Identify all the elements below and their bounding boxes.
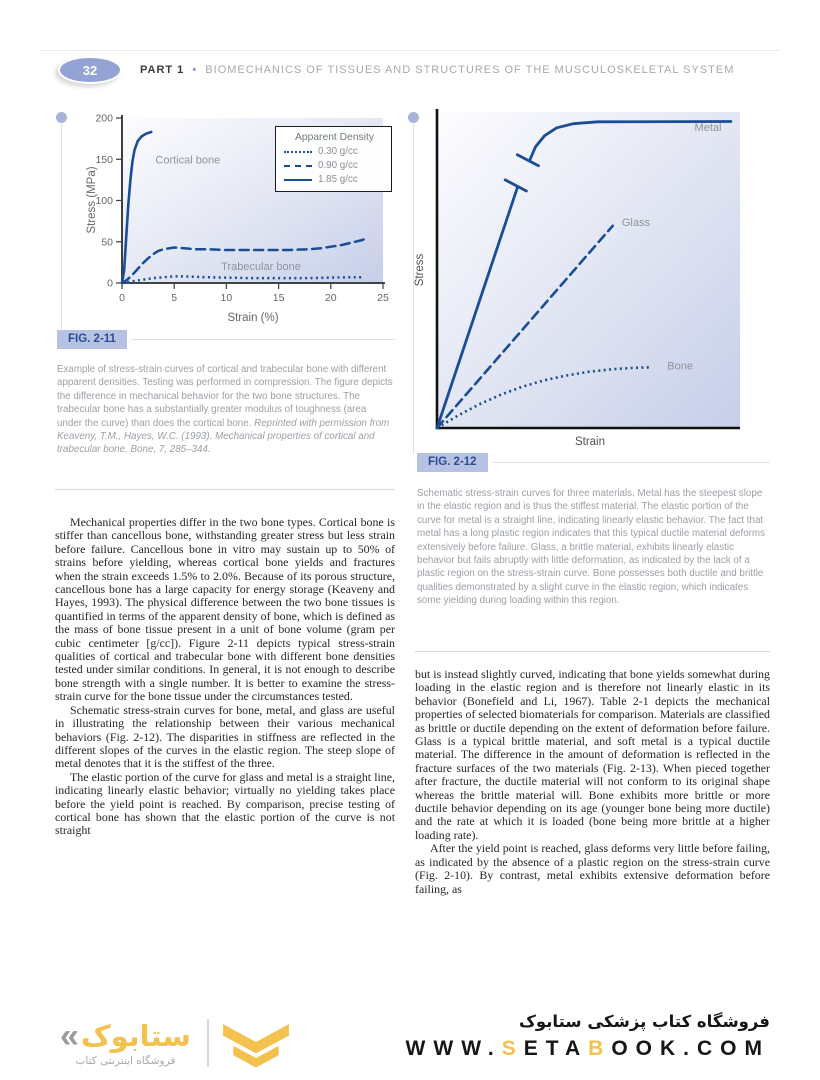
x-tick-label: 15: [273, 292, 285, 304]
paragraph: Mechanical properties differ in the two …: [55, 516, 395, 704]
badge-rule: [130, 339, 395, 340]
solid-line-swatch-icon: [284, 178, 312, 181]
curve-label: Glass: [622, 217, 651, 229]
fig-2-12-chart: Stress Strain Metal Glass Bone: [408, 105, 770, 453]
footer: « ستابوک فروشگاه اینترنتی کتاب فروشگاه ک…: [0, 1010, 820, 1080]
url-segment: WWW.: [405, 1037, 502, 1060]
y-tick-label: 150: [95, 154, 113, 166]
dashed-line-swatch-icon: [284, 164, 312, 167]
curve-label: Metal: [695, 122, 722, 134]
figure-marker-line: [413, 124, 414, 454]
caption-citation: Reprinted with permission from Keaveny, …: [57, 417, 390, 456]
guillemet-icon: «: [60, 1017, 79, 1055]
dotted-line-swatch-icon: [284, 150, 312, 153]
figure-marker-dot: [408, 112, 419, 123]
y-tick-label: 200: [95, 113, 113, 125]
figure-marker-dot: [56, 112, 67, 123]
legend-item: 0.30 g/cc: [284, 146, 385, 157]
caption-text: Example of stress-strain curves of corti…: [57, 364, 393, 429]
plot-background: [437, 112, 740, 428]
page-number: 32: [82, 62, 98, 78]
series-solid: [515, 153, 540, 168]
fig-2-12-caption: Schematic stress-strain curves for three…: [417, 487, 769, 608]
legend-label: 1.85 g/cc: [318, 174, 358, 185]
fig-2-11-caption: Example of stress-strain curves of corti…: [57, 363, 394, 457]
x-axis-label: Strain: [575, 436, 605, 448]
chevron-emblem-icon: [222, 1024, 289, 1068]
stress-strain-chart-materials: Stress Strain Metal Glass Bone: [414, 109, 740, 448]
stress-strain-chart-bone: Stress (MPa) Strain (%) 0 5 10 15 20 25 0 50 100…: [86, 113, 389, 325]
curve-label: Cortical bone: [155, 154, 220, 166]
legend-label: 0.90 g/cc: [318, 160, 358, 171]
logo-tagline: فروشگاه اینترنتی کتاب: [75, 1055, 176, 1067]
curve-label: Bone: [667, 361, 693, 373]
paragraph: After the yield point is reached, glass …: [415, 841, 770, 896]
legend-label: 0.30 g/cc: [318, 146, 358, 157]
series-solid: [528, 120, 733, 163]
y-tick-label: 100: [95, 195, 113, 207]
x-tick-label: 25: [377, 292, 389, 304]
column-rule: [415, 651, 770, 652]
figure-marker-line: [61, 124, 62, 336]
x-tick-label: 5: [171, 292, 177, 304]
body-column-left: Mechanical properties differ in the two …: [55, 516, 395, 1008]
figure-badge: FIG. 2-12: [417, 453, 488, 472]
series-solid: [435, 186, 519, 430]
paragraph: The elastic portion of the curve for gla…: [55, 769, 395, 838]
header-top-rule: [40, 50, 780, 51]
y-axis-label: Stress: [414, 253, 426, 286]
series-dashed: [435, 224, 614, 430]
legend-item: 0.90 g/cc: [284, 160, 385, 171]
site-url: WWW.SETABOOK.COM: [406, 1037, 770, 1061]
y-tick-label: 50: [101, 236, 113, 248]
legend-title: Apparent Density: [295, 132, 374, 143]
y-tick-label: 0: [107, 278, 113, 290]
logo-wordmark: « ستابوک فروشگاه اینترنتی کتاب: [60, 1019, 191, 1067]
bullet-separator-icon: •: [192, 64, 198, 76]
logo-text: ستابوک: [80, 1018, 191, 1053]
url-segment: S: [501, 1037, 524, 1060]
column-rule: [55, 489, 395, 490]
y-axis-label: Stress (MPa): [86, 166, 98, 233]
fig-2-12-badge-row: FIG. 2-12: [417, 453, 770, 472]
running-header: PART 1 • BIOMECHANICS OF TISSUES AND STR…: [140, 64, 734, 76]
x-tick-label: 20: [325, 292, 337, 304]
x-tick-label: 0: [119, 292, 125, 304]
url-segment: OOK.COM: [611, 1037, 770, 1060]
page-number-badge: 32: [58, 56, 122, 84]
curve-label: Trabecular bone: [221, 261, 301, 273]
paragraph: Schematic stress-strain curves for bone,…: [55, 702, 395, 771]
legend-item: 1.85 g/cc: [284, 174, 385, 185]
series-dotted: [121, 275, 365, 285]
chart-legend: Apparent Density 0.30 g/cc 0.90 g/cc 1.8…: [275, 126, 392, 192]
url-segment: ETA: [523, 1037, 589, 1060]
fig-2-11-badge-row: FIG. 2-11: [57, 330, 395, 349]
setabook-logo: « ستابوک فروشگاه اینترنتی کتاب: [60, 1014, 289, 1072]
x-tick-label: 10: [221, 292, 233, 304]
chapter-title: BIOMECHANICS OF TISSUES AND STRUCTURES O…: [205, 64, 735, 76]
logo-divider: [206, 1019, 209, 1067]
badge-rule: [491, 462, 770, 463]
paragraph: but is instead slightly curved, indicati…: [415, 668, 770, 842]
caption-text: Schematic stress-strain curves for three…: [417, 488, 765, 607]
fig-2-11-chart: Stress (MPa) Strain (%) 0 5 10 15 20 25 0 50 100…: [55, 105, 395, 340]
series-dashed: [120, 236, 369, 285]
x-axis-label: Strain (%): [227, 312, 278, 324]
footer-store-info: فروشگاه کتاب پزشکی ستابوک WWW.SETABOOK.C…: [406, 1012, 770, 1061]
store-title: فروشگاه کتاب پزشکی ستابوک: [519, 1012, 770, 1031]
series-solid: [503, 178, 528, 193]
body-column-right: but is instead slightly curved, indicati…: [415, 668, 770, 1008]
page-bottom-fade: [0, 986, 820, 1012]
figure-badge: FIG. 2-11: [57, 330, 127, 349]
url-segment: B: [588, 1037, 612, 1060]
part-label: PART 1: [140, 64, 185, 76]
series-solid: [120, 130, 153, 285]
